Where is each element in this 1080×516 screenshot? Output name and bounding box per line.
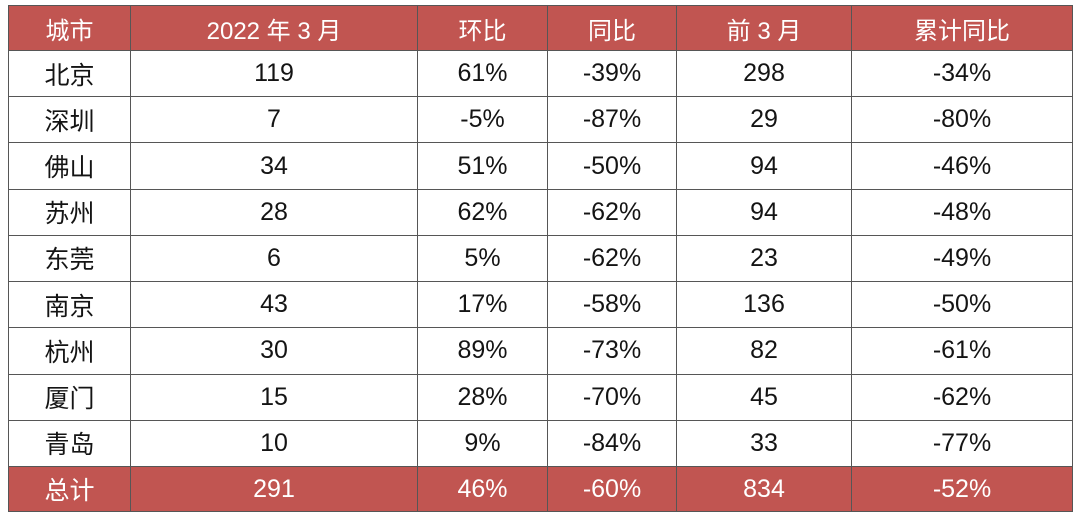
total-label-cell: 总计 (8, 466, 131, 512)
cumulative-yoy-cell: -34% (851, 49, 1073, 98)
total-row: 总计 291 46% -60% 834 -52% (8, 466, 1073, 512)
city-cell: 北京 (8, 49, 131, 98)
mom-cell: 5% (417, 234, 548, 283)
first3months-cell: 136 (676, 281, 852, 329)
mom-cell: 62% (417, 188, 548, 236)
header-row: 城市 2022 年 3 月 环比 同比 前 3 月 累计同比 (8, 5, 1073, 51)
mom-cell: 61% (417, 49, 548, 98)
mom-cell: 89% (417, 327, 548, 375)
yoy-cell: -84% (547, 419, 677, 468)
column-header-cumulative-yoy: 累计同比 (851, 5, 1073, 51)
cumulative-yoy-cell: -48% (851, 188, 1073, 236)
cumulative-yoy-cell: -50% (851, 281, 1073, 329)
first3months-cell: 45 (676, 373, 852, 421)
cumulative-yoy-cell: -61% (851, 327, 1073, 375)
cumulative-yoy-cell: -80% (851, 96, 1073, 144)
first3months-cell: 29 (676, 96, 852, 144)
month-value-cell: 28 (130, 188, 418, 236)
table-row: 深圳 7 -5% -87% 29 -80% (8, 96, 1073, 144)
month-value-cell: 6 (130, 234, 418, 283)
city-cell: 佛山 (8, 142, 131, 190)
column-header-yoy: 同比 (547, 5, 677, 51)
yoy-cell: -87% (547, 96, 677, 144)
month-value-cell: 43 (130, 281, 418, 329)
mom-cell: 17% (417, 281, 548, 329)
month-value-cell: 30 (130, 327, 418, 375)
month-value-cell: 34 (130, 142, 418, 190)
total-mom-cell: 46% (417, 466, 548, 512)
city-cell: 苏州 (8, 188, 131, 236)
total-month-value-cell: 291 (130, 466, 418, 512)
yoy-cell: -70% (547, 373, 677, 421)
month-value-cell: 119 (130, 49, 418, 98)
yoy-cell: -62% (547, 234, 677, 283)
yoy-cell: -39% (547, 49, 677, 98)
yoy-cell: -62% (547, 188, 677, 236)
first3months-cell: 33 (676, 419, 852, 468)
table-row: 苏州 28 62% -62% 94 -48% (8, 188, 1073, 236)
city-cell: 青岛 (8, 419, 131, 468)
mom-cell: 51% (417, 142, 548, 190)
city-cell: 深圳 (8, 96, 131, 144)
column-header-mom: 环比 (417, 5, 548, 51)
month-value-cell: 15 (130, 373, 418, 421)
cumulative-yoy-cell: -46% (851, 142, 1073, 190)
first3months-cell: 82 (676, 327, 852, 375)
month-value-cell: 10 (130, 419, 418, 468)
mom-cell: 9% (417, 419, 548, 468)
city-housing-stats-table: 城市 2022 年 3 月 环比 同比 前 3 月 累计同比 北京 119 61… (8, 5, 1073, 512)
month-value-cell: 7 (130, 96, 418, 144)
first3months-cell: 94 (676, 142, 852, 190)
cumulative-yoy-cell: -49% (851, 234, 1073, 283)
cumulative-yoy-cell: -62% (851, 373, 1073, 421)
table-row: 厦门 15 28% -70% 45 -62% (8, 373, 1073, 421)
total-first3months-cell: 834 (676, 466, 852, 512)
yoy-cell: -58% (547, 281, 677, 329)
total-yoy-cell: -60% (547, 466, 677, 512)
city-cell: 厦门 (8, 373, 131, 421)
yoy-cell: -73% (547, 327, 677, 375)
table-row: 青岛 10 9% -84% 33 -77% (8, 419, 1073, 468)
cumulative-yoy-cell: -77% (851, 419, 1073, 468)
mom-cell: 28% (417, 373, 548, 421)
city-cell: 东莞 (8, 234, 131, 283)
mom-cell: -5% (417, 96, 548, 144)
first3months-cell: 23 (676, 234, 852, 283)
yoy-cell: -50% (547, 142, 677, 190)
table-row: 佛山 34 51% -50% 94 -46% (8, 142, 1073, 190)
table-row: 杭州 30 89% -73% 82 -61% (8, 327, 1073, 375)
column-header-first3months: 前 3 月 (676, 5, 852, 51)
first3months-cell: 298 (676, 49, 852, 98)
table-row: 北京 119 61% -39% 298 -34% (8, 49, 1073, 98)
column-header-month: 2022 年 3 月 (130, 5, 418, 51)
first3months-cell: 94 (676, 188, 852, 236)
total-cumulative-yoy-cell: -52% (851, 466, 1073, 512)
city-cell: 杭州 (8, 327, 131, 375)
column-header-city: 城市 (8, 5, 131, 51)
city-cell: 南京 (8, 281, 131, 329)
table-row: 南京 43 17% -58% 136 -50% (8, 281, 1073, 329)
table-row: 东莞 6 5% -62% 23 -49% (8, 234, 1073, 283)
